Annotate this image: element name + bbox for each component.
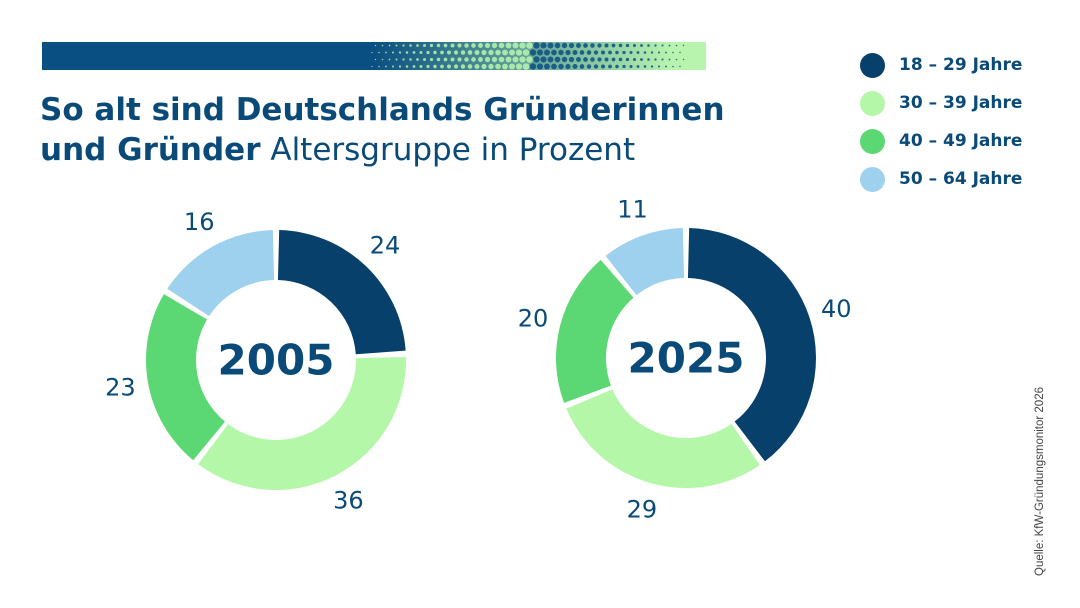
legend-item-40-49: 40 – 49 Jahre xyxy=(860,128,1022,154)
donut-2005-slice-1 xyxy=(198,356,406,490)
donut-2025-value-label-2: 20 xyxy=(518,305,549,333)
legend-label-40-49: 40 – 49 Jahre xyxy=(899,131,1023,151)
donut-2025-slice-3 xyxy=(605,228,685,296)
donut-2005-value-label-3: 16 xyxy=(184,208,215,236)
legend-label-18-29: 18 – 29 Jahre xyxy=(899,55,1023,75)
donut-2025-value-label-3: 11 xyxy=(617,195,648,223)
legend-swatch-30-39 xyxy=(860,90,885,116)
donut-2005-center-label: 2005 xyxy=(218,336,335,385)
donut-2005-slice-2 xyxy=(145,294,226,461)
title-bold-line1: So alt sind Deutschlands Gründerinnen xyxy=(40,92,725,128)
donut-2025-slice-1 xyxy=(566,389,760,488)
chart-title: So alt sind Deutschlands Gründerinnen un… xyxy=(40,90,725,170)
chart-subtitle: Altersgruppe in Prozent xyxy=(270,132,636,168)
legend-item-50-64: 50 – 64 Jahre xyxy=(860,166,1022,192)
donut-2005-slice-0 xyxy=(277,230,406,355)
donut-2025-value-label-0: 40 xyxy=(821,295,852,323)
donut-2025-slice-0 xyxy=(687,228,816,462)
legend-label-30-39: 30 – 39 Jahre xyxy=(899,93,1023,113)
title-bold-line2: und Gründer xyxy=(40,132,261,168)
donut-2025-center-label: 2025 xyxy=(628,334,745,383)
donut-2005-value-label-0: 24 xyxy=(370,232,401,260)
donut-2005-value-label-1: 36 xyxy=(333,486,364,514)
donut-2025-value-label-1: 29 xyxy=(627,496,658,524)
legend-swatch-50-64 xyxy=(860,166,885,192)
source-note: Quelle: KfW-Gründungsmonitor 2026 xyxy=(1034,387,1046,576)
legend-item-18-29: 18 – 29 Jahre xyxy=(860,52,1022,78)
donut-2005-slice-3 xyxy=(167,230,275,317)
header-banner-bar xyxy=(42,42,706,70)
legend-swatch-40-49 xyxy=(860,128,885,154)
legend: 18 – 29 Jahre 30 – 39 Jahre 40 – 49 Jahr… xyxy=(860,52,1022,204)
legend-item-30-39: 30 – 39 Jahre xyxy=(860,90,1022,116)
legend-label-50-64: 50 – 64 Jahre xyxy=(899,169,1023,189)
donut-2025-slice-2 xyxy=(556,259,634,403)
legend-swatch-18-29 xyxy=(860,52,885,78)
donut-2005-value-label-2: 23 xyxy=(105,373,136,401)
